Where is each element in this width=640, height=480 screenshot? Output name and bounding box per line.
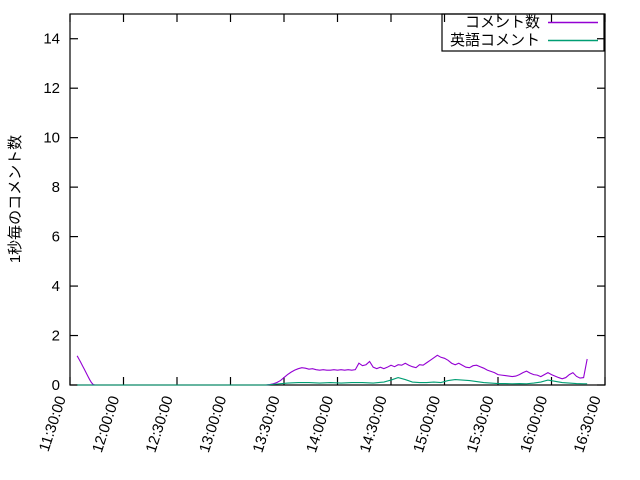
legend-label-comments: コメント数 bbox=[465, 14, 540, 31]
series-group bbox=[76, 354, 588, 386]
y-axis-label: 1秒毎のコメント数 bbox=[7, 135, 24, 263]
y-axis-ticks bbox=[70, 38, 605, 386]
y-axis-tick-labels: 0 2 4 6 8 10 12 14 bbox=[43, 31, 60, 394]
chart-legend: コメント数 英語コメント bbox=[441, 13, 605, 52]
series-line-2 bbox=[77, 377, 588, 386]
y-tick-label: 2 bbox=[52, 328, 60, 345]
y-tick-label: 6 bbox=[52, 229, 60, 246]
y-tick-label: 10 bbox=[43, 130, 60, 147]
y-tick-label: 8 bbox=[52, 179, 60, 196]
legend-label-english-comments: 英語コメント bbox=[450, 31, 540, 49]
y-tick-label: 4 bbox=[52, 278, 60, 295]
y-tick-label: 12 bbox=[43, 80, 60, 97]
y-tick-label: 0 bbox=[52, 377, 60, 394]
legend-border bbox=[441, 13, 605, 52]
y-tick-label: 14 bbox=[43, 31, 60, 48]
